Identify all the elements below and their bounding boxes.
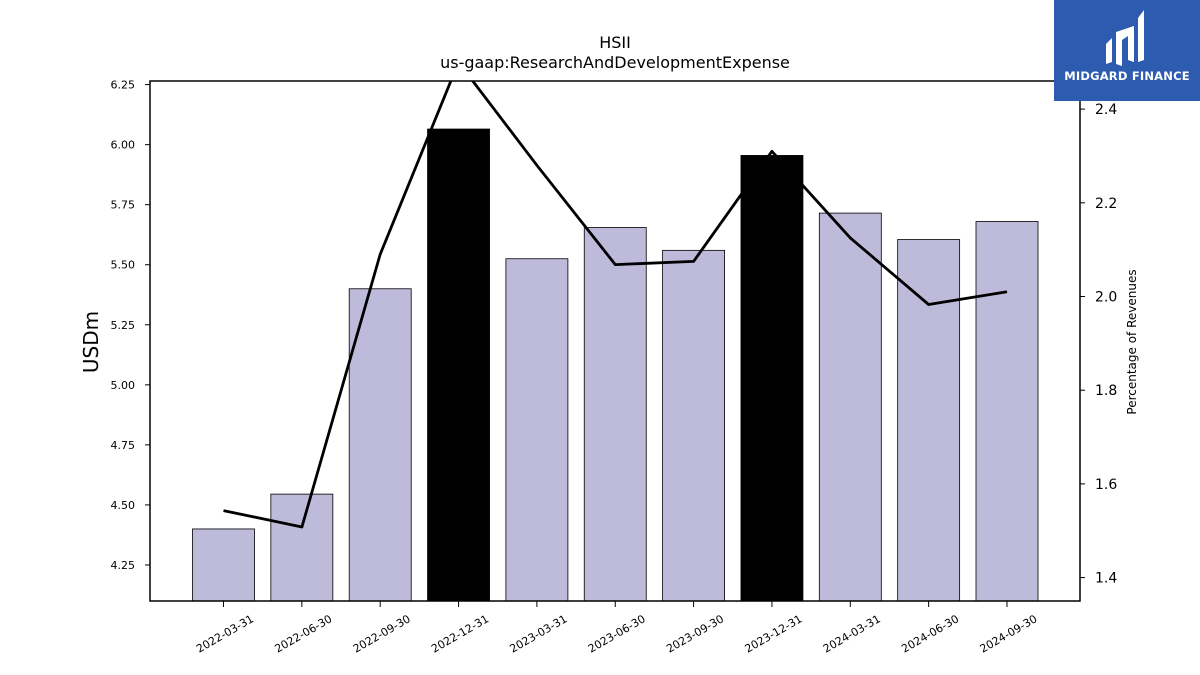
bar	[348, 288, 412, 602]
bar	[583, 227, 647, 602]
right-axis: 1.4 1.6 1.8 2.0 2.2 2.4	[1080, 102, 1117, 587]
logo-mark-icon	[1106, 10, 1144, 66]
x-tick-label: 2024-09-30	[978, 612, 1040, 655]
x-tick-label: 2023-06-30	[586, 612, 648, 655]
y2-tick-label: 2.2	[1095, 196, 1117, 212]
y2-tick-label: 1.4	[1095, 571, 1117, 587]
logo-text: MIDGARD FINANCE	[1064, 69, 1190, 83]
x-tick-label: 2023-03-31	[508, 612, 570, 655]
brand-logo: MIDGARD FINANCE	[1054, 0, 1200, 101]
bar	[740, 155, 804, 602]
percentage-line	[223, 81, 1008, 529]
bar-series	[192, 128, 1039, 602]
chart-title: HSII	[599, 33, 631, 52]
bar	[505, 258, 569, 602]
chart-subtitle: us-gaap:ResearchAndDevelopmentExpense	[440, 53, 790, 72]
y2-axis-label: Percentage of Revenues	[1125, 269, 1139, 414]
bar	[662, 249, 725, 602]
bar	[427, 128, 490, 602]
y2-tick-label: 2.0	[1095, 289, 1117, 305]
left-axis: 4.25 4.50 4.75 5.00 5.25 5.50 5.75 6.00 6.25	[111, 79, 150, 572]
y-axis-label: USDm	[79, 311, 103, 373]
bar	[192, 528, 255, 602]
y-tick-label: 5.75	[111, 199, 136, 212]
x-tick-label: 2024-03-31	[821, 612, 883, 655]
y-tick-label: 6.00	[111, 139, 136, 152]
x-tick-label: 2022-06-30	[272, 612, 334, 655]
y-tick-label: 4.75	[111, 439, 136, 452]
x-tick-label: 2022-12-31	[429, 612, 491, 655]
y-tick-label: 5.00	[111, 379, 136, 392]
y2-tick-label: 2.4	[1095, 102, 1117, 118]
bar	[818, 212, 882, 602]
percentage-series	[223, 81, 1008, 529]
y2-tick-label: 1.8	[1095, 383, 1117, 399]
bar	[975, 221, 1039, 602]
x-tick-label: 2022-09-30	[351, 612, 413, 655]
y-tick-label: 5.25	[111, 319, 136, 332]
x-tick-label: 2023-12-31	[743, 612, 805, 655]
y-tick-label: 4.50	[111, 499, 136, 512]
y-tick-label: 6.25	[111, 79, 136, 92]
bar	[897, 239, 961, 602]
y2-tick-label: 1.6	[1095, 477, 1117, 493]
x-tick-label: 2024-06-30	[899, 612, 961, 655]
x-axis: 2022-03-31 2022-06-30 2022-09-30 2022-12-31…	[194, 601, 1040, 656]
y-tick-label: 4.25	[111, 559, 136, 572]
x-tick-label: 2022-03-31	[194, 612, 256, 655]
bar	[270, 493, 334, 602]
x-tick-label: 2023-09-30	[664, 612, 726, 655]
y-tick-label: 5.50	[111, 259, 136, 272]
